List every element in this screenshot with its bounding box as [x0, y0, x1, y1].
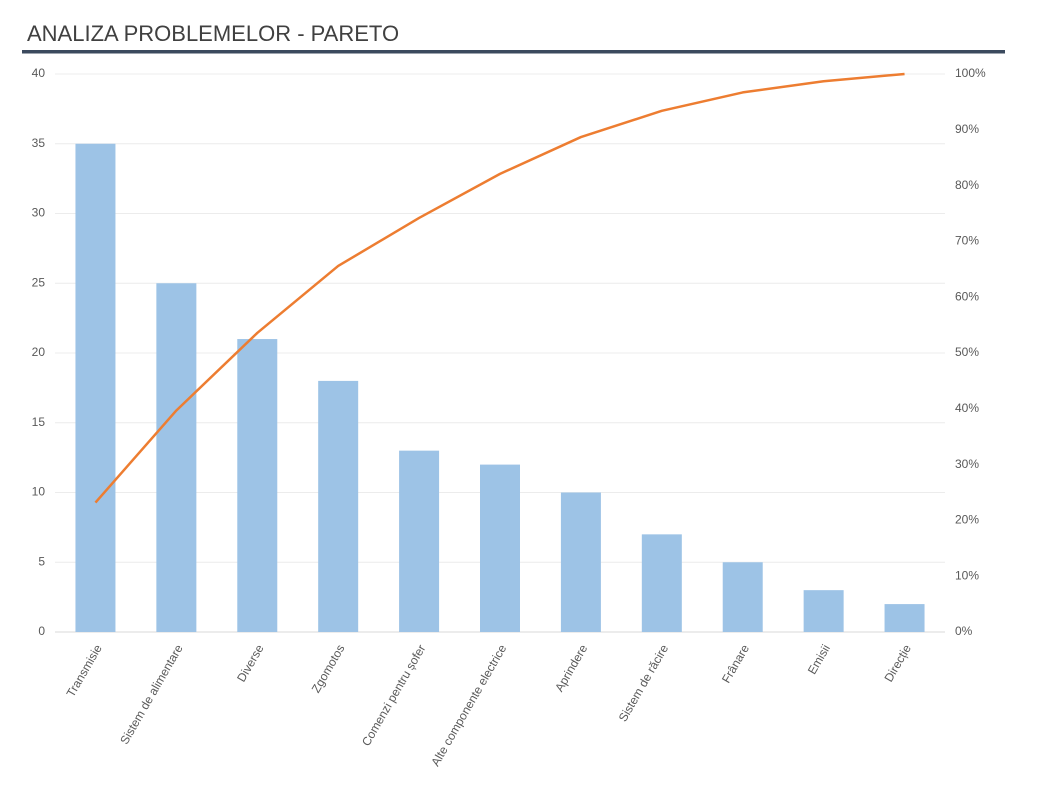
x-tick-label: Aprindere — [552, 642, 590, 694]
y-tick-label: 20 — [32, 345, 46, 359]
bar — [75, 143, 116, 632]
y-tick-label: 30 — [32, 206, 46, 220]
x-tick-label: Emisii — [805, 642, 833, 677]
y-tick-label: 10 — [32, 485, 46, 499]
x-tick-label: Diverse — [234, 642, 267, 685]
bar — [237, 339, 278, 632]
y2-tick-label: 40% — [955, 401, 979, 415]
y2-tick-label: 90% — [955, 122, 979, 136]
y2-tick-label: 80% — [955, 178, 979, 192]
y-tick-label: 35 — [32, 136, 46, 150]
bar — [399, 450, 440, 632]
bar — [480, 464, 520, 632]
x-tick-label: Comenzi pentru șofer — [359, 642, 428, 748]
x-tick-label: Zgomotos — [309, 642, 348, 695]
x-tick-label: Frânare — [719, 642, 752, 686]
cumulative-line — [94, 72, 905, 504]
bar — [560, 492, 601, 632]
bar — [884, 604, 925, 632]
y2-tick-label: 0% — [955, 624, 973, 638]
x-tick-label: Alte componente electrice — [428, 642, 509, 769]
bar — [722, 562, 763, 632]
y2-tick-label: 30% — [955, 457, 979, 471]
y-tick-label: 25 — [32, 275, 46, 289]
y-tick-label: 5 — [38, 554, 45, 568]
x-tick-label: Sistem de alimentare — [117, 642, 186, 747]
chart-title: ANALIZA PROBLEMELOR - PARETO — [27, 21, 399, 46]
x-tick-label: Transmisie — [64, 642, 105, 700]
bar — [318, 380, 359, 632]
y2-tick-label: 70% — [955, 234, 979, 248]
y2-tick-label: 100% — [955, 66, 986, 80]
y2-tick-label: 60% — [955, 289, 979, 303]
y2-tick-label: 20% — [955, 513, 979, 527]
x-tick-label: Direcție — [881, 642, 914, 685]
bar — [803, 590, 844, 632]
y-tick-label: 15 — [32, 415, 46, 429]
x-tick-label: Sistem de răcire — [616, 642, 672, 724]
bar — [156, 283, 197, 632]
y2-tick-label: 50% — [955, 345, 979, 359]
y-tick-label: 40 — [32, 66, 46, 80]
y-tick-label: 0 — [38, 624, 45, 638]
y2-tick-label: 10% — [955, 568, 979, 582]
bar — [641, 534, 682, 632]
title-rule — [22, 50, 1005, 54]
